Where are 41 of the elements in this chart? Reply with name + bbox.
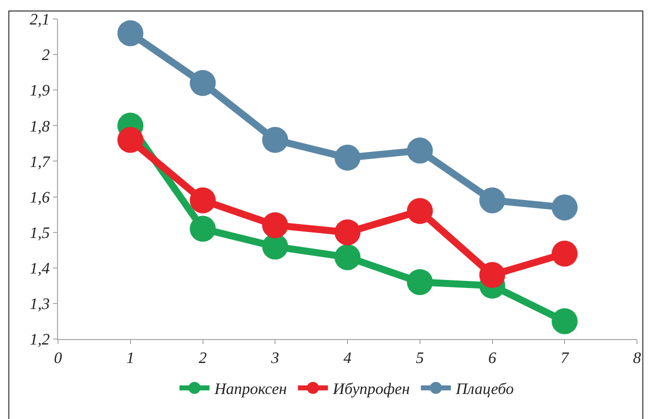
point: [334, 144, 360, 171]
point: [479, 262, 506, 288]
point: [479, 187, 506, 214]
legend-label: Ибупрофен: [332, 381, 410, 398]
x-tick-label: 8: [633, 350, 641, 368]
y-tick-label: 1,2: [30, 332, 50, 349]
y-tick-label: 2: [42, 47, 50, 64]
point: [262, 212, 288, 238]
x-tick-label: 6: [488, 350, 496, 368]
point: [117, 20, 144, 46]
y-tick-label: 1,8: [30, 118, 50, 136]
point: [552, 308, 578, 334]
point: [262, 126, 288, 153]
y-tick-label: 1,5: [30, 224, 50, 242]
x-tick-label: 2: [198, 350, 207, 368]
y-tick-label: 2,1: [30, 12, 50, 29]
point: [552, 240, 578, 267]
x-tick-label: 4: [344, 350, 352, 368]
y-tick-label: 1,3: [30, 296, 50, 314]
point: [190, 216, 216, 242]
legend-label: Напроксен: [214, 381, 287, 398]
point: [406, 138, 433, 164]
y-tick-label: 1,7: [30, 154, 51, 171]
point: [552, 194, 578, 220]
x-tick-label: 7: [560, 350, 570, 368]
y-tick-label: 1,9: [30, 82, 50, 100]
point: [406, 269, 433, 296]
point: [334, 219, 360, 246]
x-tick-label: 5: [416, 350, 424, 368]
x-tick-label: 0: [54, 350, 62, 368]
legend-label: Плацебо: [454, 381, 514, 398]
point: [262, 234, 288, 260]
y-tick-label: 1,4: [30, 260, 50, 278]
x-tick-label: 1: [126, 350, 134, 368]
point: [190, 187, 216, 214]
y-tick-label: 1,6: [30, 189, 50, 206]
point: [406, 198, 433, 224]
point: [334, 244, 360, 270]
point: [190, 70, 216, 96]
x-tick-label: 3: [270, 350, 280, 368]
point: [117, 126, 144, 153]
